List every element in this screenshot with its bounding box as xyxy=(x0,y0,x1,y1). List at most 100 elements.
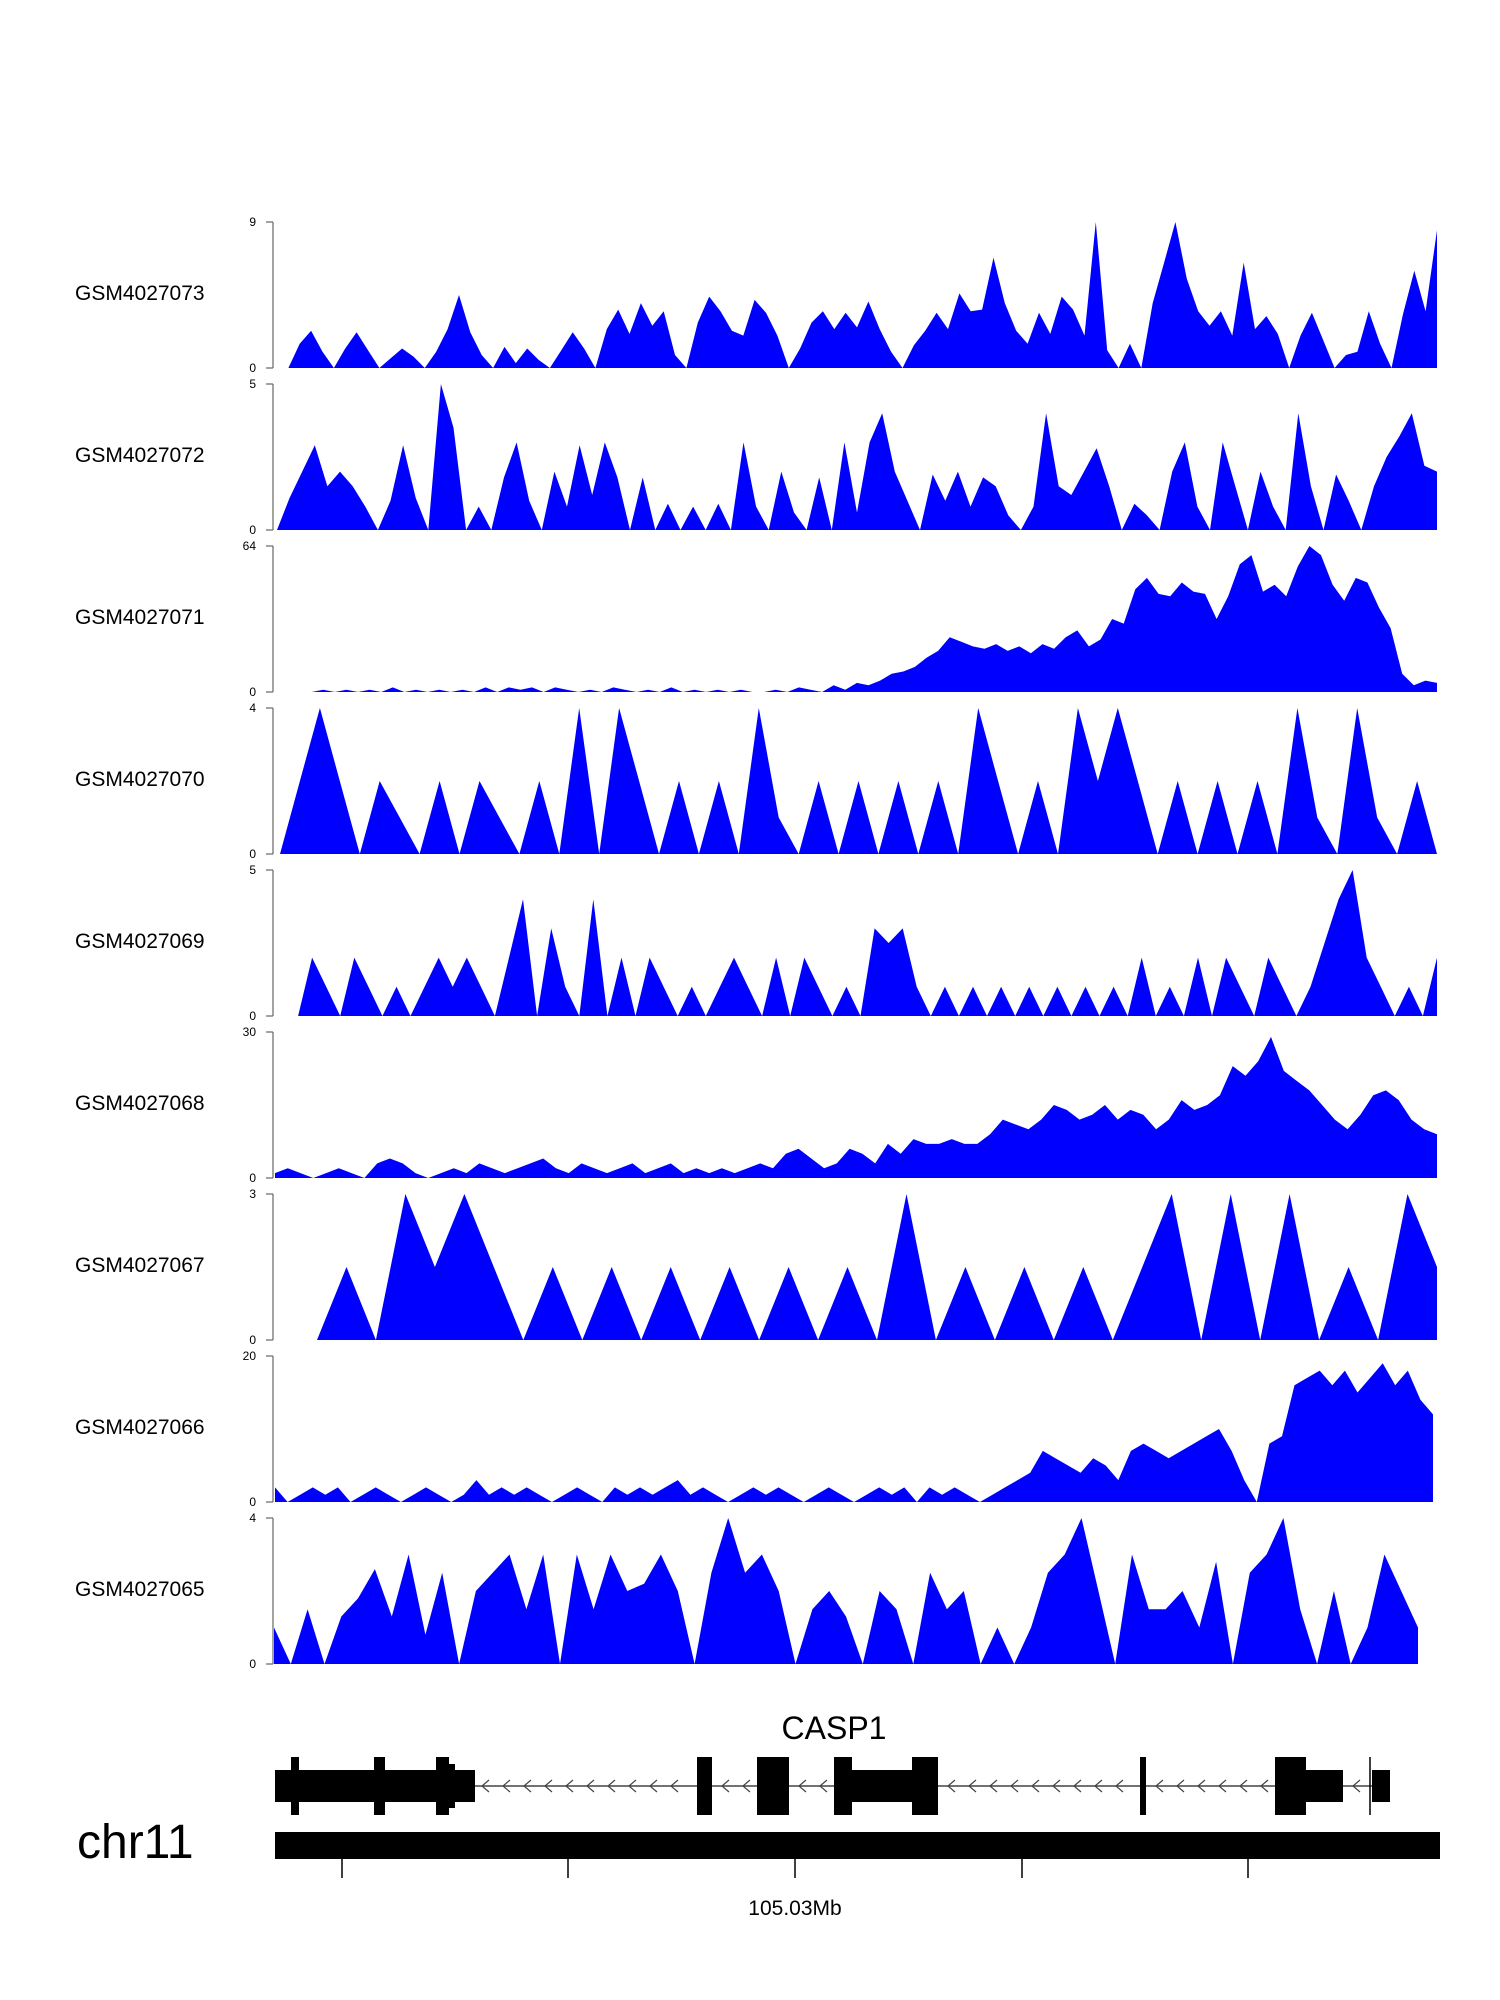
strand-arrow xyxy=(1352,1779,1361,1793)
exon-block xyxy=(1275,1757,1306,1815)
strand-arrow xyxy=(1176,1779,1185,1793)
y-tick-label-max: 3 xyxy=(249,1187,256,1201)
strand-arrow xyxy=(523,1779,532,1793)
exon-block xyxy=(1372,1770,1390,1802)
track-label: GSM4027066 xyxy=(75,1416,205,1439)
gene-name-label: CASP1 xyxy=(782,1710,887,1746)
strand-arrow xyxy=(607,1779,616,1793)
strand-arrow xyxy=(586,1779,595,1793)
track-label: GSM4027069 xyxy=(75,930,205,953)
track-GSM4027073: GSM4027073 9 0 xyxy=(75,215,1437,375)
track-label: GSM4027071 xyxy=(75,606,205,629)
track-GSM4027070: GSM4027070 4 0 xyxy=(75,701,1437,861)
track-label: GSM4027072 xyxy=(75,444,205,467)
track-GSM4027065: GSM4027065 4 0 xyxy=(75,1511,1418,1671)
chromosome-bar xyxy=(275,1832,1440,1859)
coordinate-ticks xyxy=(341,1859,1249,1878)
strand-arrow xyxy=(1239,1779,1248,1793)
y-tick-label-max: 30 xyxy=(243,1025,257,1039)
gene-model-track: CASP1 xyxy=(275,1710,1390,1815)
coverage-area xyxy=(317,1194,1437,1340)
track-label: GSM4027067 xyxy=(75,1254,205,1277)
coverage-area xyxy=(280,708,1437,854)
coverage-area xyxy=(277,222,1437,368)
y-tick-label-max: 64 xyxy=(243,539,257,553)
y-tick-label-min: 0 xyxy=(249,1333,256,1347)
exon-block xyxy=(852,1770,912,1802)
strand-arrow xyxy=(502,1779,511,1793)
y-tick-label-min: 0 xyxy=(249,1495,256,1509)
exon-block xyxy=(757,1757,789,1815)
exon-block xyxy=(291,1757,299,1815)
coverage-tracks: GSM402707390GSM402707250GSM4027071640GSM… xyxy=(75,215,1437,1671)
y-tick-label-max: 4 xyxy=(249,701,256,715)
track-GSM4027069: GSM4027069 5 0 xyxy=(75,863,1437,1023)
exon-block xyxy=(455,1770,475,1802)
y-tick-label-max: 4 xyxy=(249,1511,256,1525)
y-tick-label-min: 0 xyxy=(249,685,256,699)
strand-arrow xyxy=(1155,1779,1164,1793)
coverage-area xyxy=(275,1363,1433,1502)
track-label: GSM4027065 xyxy=(75,1578,205,1601)
exon-block xyxy=(436,1757,449,1815)
exon-block xyxy=(912,1757,938,1815)
exon-block xyxy=(1140,1757,1146,1815)
coverage-area xyxy=(275,1036,1437,1178)
y-tick-label-min: 0 xyxy=(249,1657,256,1671)
y-tick-label-max: 9 xyxy=(249,215,256,229)
y-tick-label-max: 5 xyxy=(249,863,256,877)
exon-block xyxy=(449,1764,455,1808)
coordinate-label: 105.03Mb xyxy=(748,1897,841,1920)
strand-arrow xyxy=(1218,1779,1227,1793)
strand-arrow xyxy=(1031,1779,1040,1793)
track-GSM4027067: GSM4027067 3 0 xyxy=(75,1187,1437,1347)
gene-exons xyxy=(275,1757,1390,1815)
coverage-area xyxy=(274,1518,1418,1664)
strand-arrow xyxy=(628,1779,637,1793)
strand-arrow xyxy=(968,1779,977,1793)
track-GSM4027072: GSM4027072 5 0 xyxy=(75,377,1437,537)
strand-arrow xyxy=(649,1779,658,1793)
track-label: GSM4027070 xyxy=(75,768,205,791)
strand-arrow xyxy=(1094,1779,1103,1793)
strand-arrow xyxy=(565,1779,574,1793)
chromosome-label: chr11 xyxy=(77,1816,194,1869)
y-tick-label-max: 5 xyxy=(249,377,256,391)
strand-arrow xyxy=(1010,1779,1019,1793)
strand-arrow xyxy=(544,1779,553,1793)
exon-block xyxy=(1306,1770,1343,1802)
y-tick-label-min: 0 xyxy=(249,523,256,537)
track-GSM4027071: GSM4027071 64 0 xyxy=(75,539,1437,699)
y-tick-label-min: 0 xyxy=(249,361,256,375)
y-tick-label-min: 0 xyxy=(249,847,256,861)
strand-arrow xyxy=(1052,1779,1061,1793)
exon-block xyxy=(374,1757,385,1815)
strand-arrow xyxy=(989,1779,998,1793)
track-label: GSM4027073 xyxy=(75,282,205,305)
coverage-area xyxy=(277,384,1437,530)
strand-arrow xyxy=(721,1779,730,1793)
chromosome-axis: chr11 105.03Mb xyxy=(77,1816,1440,1920)
exon-block xyxy=(834,1757,852,1815)
exon-block xyxy=(697,1757,712,1815)
track-GSM4027066: GSM4027066 20 0 xyxy=(75,1349,1433,1509)
strand-arrow xyxy=(481,1779,490,1793)
track-GSM4027068: GSM4027068 30 0 xyxy=(75,1025,1437,1185)
strand-arrow xyxy=(819,1779,828,1793)
coverage-area xyxy=(284,870,1437,1016)
strand-arrow xyxy=(798,1779,807,1793)
y-tick-label-min: 0 xyxy=(249,1171,256,1185)
strand-arrow xyxy=(947,1779,956,1793)
coverage-area xyxy=(300,546,1437,692)
y-tick-label-max: 20 xyxy=(243,1349,257,1363)
intron-strand-arrows xyxy=(481,1779,1361,1793)
strand-arrow xyxy=(1197,1779,1206,1793)
strand-arrow xyxy=(670,1779,679,1793)
strand-arrow xyxy=(1260,1779,1269,1793)
strand-arrow xyxy=(1073,1779,1082,1793)
track-label: GSM4027068 xyxy=(75,1092,205,1115)
strand-arrow xyxy=(1115,1779,1124,1793)
strand-arrow xyxy=(742,1779,751,1793)
y-tick-label-min: 0 xyxy=(249,1009,256,1023)
